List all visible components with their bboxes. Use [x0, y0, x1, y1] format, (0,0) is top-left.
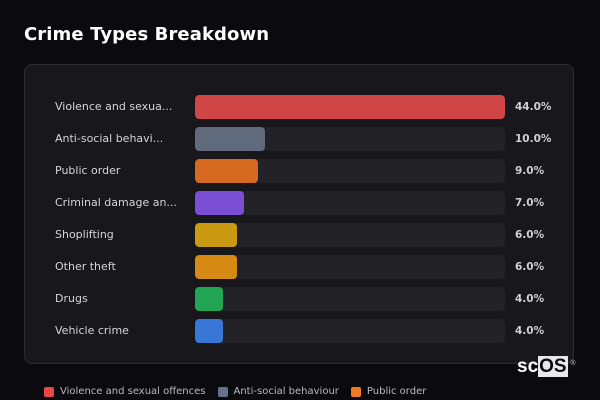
bar-label: Other theft — [55, 260, 116, 273]
scos-logo: scOS ® — [517, 356, 576, 377]
legend-swatch — [217, 386, 228, 397]
legend-item[interactable]: Public order — [350, 386, 427, 397]
bar-value: 6.0% — [515, 261, 545, 273]
bar-value: 4.0% — [515, 293, 545, 305]
bar-fill[interactable] — [195, 255, 238, 279]
bar-track — [195, 95, 505, 119]
legend-label: Public order — [366, 386, 427, 397]
chart-legend: Violence and sexual offences Anti-social … — [44, 386, 426, 397]
bar-fill[interactable] — [195, 159, 259, 183]
bar-track — [195, 127, 505, 151]
bar-row[interactable]: Violence and sexua... 44.0% — [25, 95, 575, 119]
registered-mark: ® — [570, 360, 576, 367]
logo-text-os: OS — [538, 356, 568, 377]
bar-fill[interactable] — [195, 319, 224, 343]
legend-item[interactable]: Violence and sexual offences — [44, 386, 206, 397]
bar-track — [195, 191, 505, 215]
bar-label: Drugs — [55, 292, 88, 305]
bar-label: Vehicle crime — [55, 324, 129, 337]
legend-label: Violence and sexual offences — [60, 386, 206, 397]
bar-label: Criminal damage an... — [55, 196, 177, 209]
bar-value: 7.0% — [515, 197, 545, 209]
bar-value: 44.0% — [515, 101, 552, 113]
bar-fill[interactable] — [195, 287, 224, 311]
bar-label: Violence and sexua... — [55, 100, 173, 113]
bar-row[interactable]: Vehicle crime 4.0% — [25, 319, 575, 343]
bar-row[interactable]: Anti-social behavi... 10.0% — [25, 127, 575, 151]
bar-value: 4.0% — [515, 325, 545, 337]
bar-row[interactable]: Drugs 4.0% — [25, 287, 575, 311]
bar-fill[interactable] — [195, 191, 245, 215]
legend-item[interactable]: Anti-social behaviour — [217, 386, 339, 397]
bar-label: Public order — [55, 164, 121, 177]
bar-fill[interactable] — [195, 95, 505, 119]
bar-row[interactable]: Other theft 6.0% — [25, 255, 575, 279]
bar-label: Shoplifting — [55, 228, 114, 241]
page-title: Crime Types Breakdown — [24, 24, 270, 45]
legend-label: Anti-social behaviour — [233, 386, 339, 397]
bar-value: 6.0% — [515, 229, 545, 241]
bar-track — [195, 319, 505, 343]
chart-panel: Violence and sexua... 44.0% Anti-social be… — [24, 64, 574, 364]
bar-fill[interactable] — [195, 223, 238, 247]
bar-label: Anti-social behavi... — [55, 132, 164, 145]
legend-swatch — [350, 386, 361, 397]
bar-row[interactable]: Shoplifting 6.0% — [25, 223, 575, 247]
bar-row[interactable]: Public order 9.0% — [25, 159, 575, 183]
bar-value: 9.0% — [515, 165, 545, 177]
bar-track — [195, 223, 505, 247]
bar-track — [195, 287, 505, 311]
legend-swatch — [44, 386, 54, 397]
bar-row[interactable]: Criminal damage an... 7.0% — [25, 191, 575, 215]
bar-fill[interactable] — [195, 127, 266, 151]
bar-track — [195, 159, 505, 183]
logo-text-sc: sc — [517, 356, 539, 377]
bar-value: 10.0% — [515, 133, 552, 145]
bar-track — [195, 255, 505, 279]
